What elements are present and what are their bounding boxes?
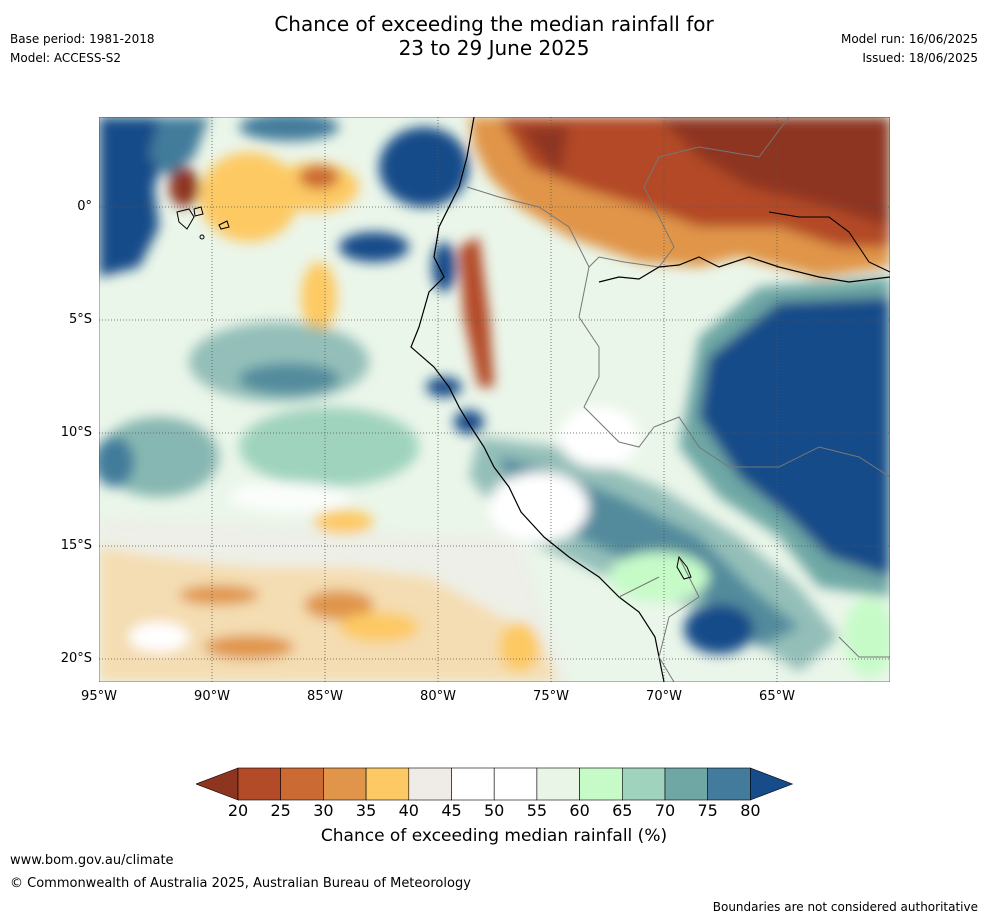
boundary-disclaimer: Boundaries are not considered authoritat…: [712, 900, 978, 914]
colorbar-extend-high: [750, 767, 794, 801]
galapagos-islands: [176, 206, 230, 240]
colorbar-segment: [408, 767, 452, 801]
colorbar-segment: [536, 767, 580, 801]
gridlines: [99, 117, 890, 682]
colorbar-segment: [621, 767, 666, 801]
lat-label-5s: 5°S: [68, 312, 92, 327]
colorbar-tick-label: 35: [355, 801, 377, 820]
colorbar-tick-label: 30: [313, 801, 334, 820]
colorbar-tick-label: 45: [441, 801, 462, 820]
colorbar-segment: [451, 767, 495, 801]
title-line-2: 23 to 29 June 2025: [398, 36, 590, 60]
colorbar-segment: [493, 767, 538, 801]
model-name: Model: ACCESS-S2: [10, 51, 122, 65]
lat-label-0: 0°: [77, 199, 92, 214]
lake-titicaca: [676, 555, 692, 580]
model-run: Model run: 16/06/2025: [840, 32, 978, 46]
rainfall-map: [99, 117, 890, 682]
map-title: Chance of exceeding the median rainfall …: [0, 12, 988, 60]
lon-label-70w: 70°W: [646, 689, 682, 704]
lon-label-75w: 75°W: [533, 689, 569, 704]
northeast-coast: [598, 256, 890, 283]
title-line-1: Chance of exceeding the median rainfall …: [274, 12, 714, 36]
colorbar-tick-label: 20: [227, 801, 249, 820]
colorbar-tick-label: 80: [740, 801, 761, 820]
colorbar-extend-low: [196, 767, 239, 801]
colorbar-segment: [365, 767, 410, 801]
lat-label-20s: 20°S: [60, 651, 92, 666]
lat-label-15s: 15°S: [60, 538, 92, 553]
lon-label-65w: 65°W: [759, 689, 795, 704]
colorbar-tick-label: 75: [697, 801, 718, 820]
lon-label-85w: 85°W: [307, 689, 343, 704]
lon-label-90w: 90°W: [194, 689, 230, 704]
colorbar-segment: [280, 767, 324, 801]
lat-label-10s: 10°S: [60, 425, 92, 440]
colorbar-tick-label: 40: [398, 801, 419, 820]
colorbar-tick-label: 70: [654, 801, 676, 820]
colorbar-tick-label: 60: [569, 801, 590, 820]
coastline: [410, 117, 665, 682]
issued-date: Issued: 18/06/2025: [862, 51, 978, 65]
copyright-notice: © Commonwealth of Australia 2025, Austra…: [10, 876, 471, 891]
colorbar-segment: [579, 767, 623, 801]
colorbar-segment: [664, 767, 709, 801]
probability-field: [99, 117, 890, 682]
river-line: [768, 211, 890, 273]
colorbar-tick-label: 50: [484, 801, 505, 820]
colorbar-tick-label: 25: [270, 801, 291, 820]
base-period: Base period: 1981-2018: [10, 32, 155, 46]
website-url: www.bom.gov.au/climate: [10, 853, 174, 868]
lon-label-95w: 95°W: [81, 689, 117, 704]
colorbar-label: Chance of exceeding median rainfall (%): [320, 826, 668, 846]
colorbar-segment: [323, 767, 367, 801]
colorbar-tick-label: 55: [526, 801, 548, 820]
colorbar: [196, 767, 794, 801]
lon-label-80w: 80°W: [420, 689, 456, 704]
colorbar-segment: [707, 767, 751, 801]
colorbar-tick-label: 65: [612, 801, 633, 820]
colorbar-segment: [237, 767, 282, 801]
